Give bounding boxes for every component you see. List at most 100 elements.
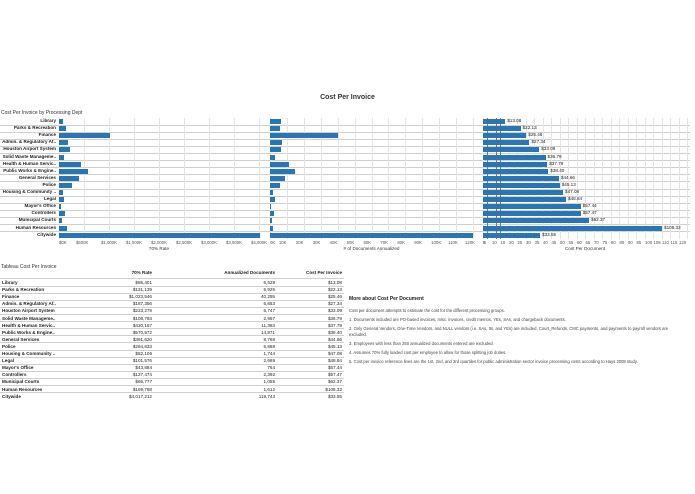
bar[interactable]: [483, 140, 530, 146]
column-header: Annualized Documents: [224, 270, 275, 275]
bar[interactable]: [270, 126, 281, 132]
bar[interactable]: [59, 211, 66, 217]
axis-gridline: [627, 118, 629, 239]
table-title: Tableau Cost Per Invoice: [1, 264, 57, 270]
bar[interactable]: [483, 225, 663, 231]
bar[interactable]: [270, 218, 272, 224]
bar[interactable]: [483, 147, 540, 153]
bar[interactable]: [270, 232, 473, 238]
bar[interactable]: [483, 168, 549, 174]
column-header: Cost Per Invoice: [306, 270, 342, 275]
bar[interactable]: [59, 140, 69, 146]
axis-gridline: [371, 118, 373, 239]
axis-title: 70% Rate: [148, 245, 170, 251]
bar[interactable]: [270, 175, 285, 181]
bar[interactable]: [270, 154, 275, 160]
axis-gridline: [585, 118, 586, 239]
bar[interactable]: [483, 133, 527, 139]
row-separator: [0, 209, 690, 211]
bar[interactable]: [270, 168, 296, 174]
axis-tick-label: $1,500K: [126, 239, 143, 245]
axis-gridline: [422, 118, 424, 239]
bar[interactable]: [483, 182, 560, 188]
bar[interactable]: [270, 133, 339, 139]
bar[interactable]: [483, 190, 564, 195]
table-row-label: Houston Airport System: [2, 308, 55, 314]
table-row-label: Citywide: [2, 393, 21, 399]
row-separator: [0, 167, 690, 169]
bar[interactable]: [59, 190, 64, 195]
bar[interactable]: [483, 197, 567, 203]
column-header: 70% Rate: [131, 270, 152, 275]
bar[interactable]: [59, 204, 62, 210]
bar[interactable]: [270, 182, 280, 188]
bar[interactable]: [270, 211, 275, 217]
bar[interactable]: [270, 225, 273, 231]
category-label: Houston Airport System: [3, 146, 56, 152]
bar[interactable]: [483, 232, 541, 238]
table-cell: 2,669: [263, 358, 276, 364]
bar[interactable]: [59, 182, 73, 188]
table-row-separator: [0, 306, 344, 308]
axis-gridline: [234, 118, 235, 239]
chart-area[interactable]: Library Parks & Recreation Finance Admin. &…: [0, 0, 695, 262]
bar[interactable]: [59, 197, 65, 203]
bar[interactable]: [483, 175, 559, 181]
bar[interactable]: [59, 168, 88, 174]
bar[interactable]: [483, 211, 581, 217]
table-row-separator: [0, 363, 344, 365]
bar[interactable]: [270, 140, 282, 146]
bar[interactable]: [483, 204, 581, 210]
table-row-separator: [0, 285, 344, 287]
axis-gridline: [286, 118, 288, 239]
data-label: $62.37: [591, 217, 606, 223]
axis-gridline: [405, 118, 407, 239]
table-cell: 8,768: [263, 336, 276, 342]
bar[interactable]: [59, 218, 63, 224]
data-label: $25.46: [528, 132, 543, 138]
category-label: Municipal Courts: [18, 217, 56, 223]
axis-gridline: [209, 118, 210, 239]
bar[interactable]: [59, 119, 64, 124]
bar[interactable]: [483, 126, 521, 132]
bar[interactable]: [483, 218, 590, 224]
bar[interactable]: [270, 190, 273, 195]
bar[interactable]: [270, 147, 282, 153]
bar[interactable]: [483, 154, 546, 160]
bar[interactable]: [483, 119, 506, 124]
table-cell: 1,612: [263, 386, 276, 392]
row-separator: [0, 138, 690, 140]
data-label: $33.55: [542, 231, 557, 237]
bar[interactable]: [270, 197, 275, 203]
axis-tick-label: $4,000K: [251, 239, 268, 245]
row-separator: [0, 231, 690, 233]
bar[interactable]: [59, 133, 111, 139]
table-cell: $48.84: [327, 358, 342, 364]
bar[interactable]: [59, 175, 79, 181]
bar[interactable]: [59, 161, 81, 167]
bar[interactable]: [59, 225, 68, 231]
table-row-separator: [0, 342, 344, 344]
bar[interactable]: [270, 204, 272, 210]
data-label: $48.84: [568, 196, 583, 202]
axis-gridline: [687, 118, 688, 239]
bar[interactable]: [270, 161, 290, 167]
bar[interactable]: [270, 119, 282, 124]
table-cell: 11,383: [261, 322, 275, 328]
table-cell: $108,793: [132, 315, 152, 321]
row-separator: [0, 188, 690, 190]
axis-gridline: [320, 118, 322, 239]
bar[interactable]: [483, 161, 548, 167]
bar[interactable]: [59, 126, 66, 132]
axis-tick-label: 120K: [465, 239, 476, 245]
bar[interactable]: [59, 232, 260, 238]
bar[interactable]: [59, 147, 71, 153]
bar[interactable]: [59, 154, 65, 160]
row-separator: [0, 131, 690, 133]
table-row-label: Admin. & Regulatory Af..: [2, 301, 56, 307]
category-label: Police: [42, 181, 56, 187]
category-label: General Services: [18, 174, 56, 180]
table-cell: $62.37: [327, 379, 342, 385]
axis-tick-label: 100: [645, 239, 653, 245]
axis-gridline: [337, 118, 339, 239]
